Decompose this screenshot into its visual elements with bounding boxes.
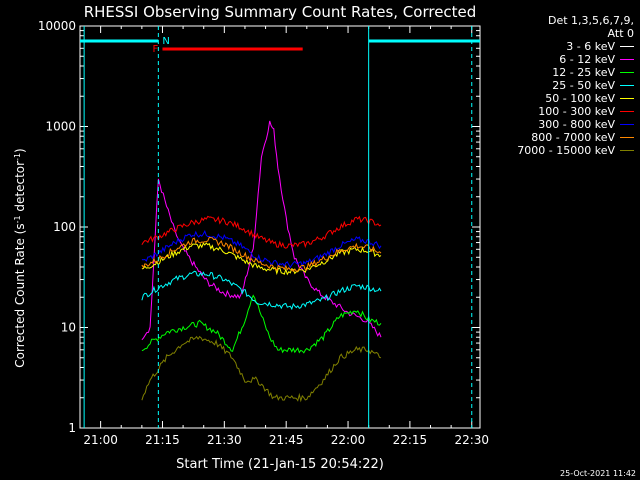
y-tick-label: 100 <box>53 220 76 234</box>
x-axis-label: Start Time (21-Jan-15 20:54:22) <box>176 457 384 472</box>
legend-entry-label: 100 - 300 keV <box>538 105 615 118</box>
legend: Det 1,3,5,6,7,9, Att 0 3 - 6 keV 6 - 12 k… <box>484 14 634 157</box>
y-tick-label: 1 <box>68 421 76 435</box>
x-tick-label: 21:45 <box>269 433 304 447</box>
night-flag-label: N <box>162 36 169 47</box>
series-lines <box>141 120 382 403</box>
legend-entry-label: 25 - 50 keV <box>552 79 615 92</box>
series-line <box>141 147 382 398</box>
x-tick-label: 22:15 <box>393 433 428 447</box>
plot-border <box>79 25 481 429</box>
legend-swatch <box>620 72 634 73</box>
y-tick-labels: 1 10 100 1000 10000 <box>38 19 76 435</box>
flare-flag-label: F <box>152 44 158 55</box>
x-tick-labels: 21:00 21:15 21:30 21:45 22:00 22:15 22:30 <box>83 433 489 447</box>
legend-header-attenuator: Att 0 <box>607 27 634 40</box>
legend-entry-label: 50 - 100 keV <box>545 92 615 105</box>
x-tick-label: 21:15 <box>145 433 180 447</box>
x-tick-label: 21:30 <box>207 433 242 447</box>
x-tick-label: 22:00 <box>331 433 366 447</box>
legend-swatch <box>620 137 634 138</box>
series-line <box>141 242 382 276</box>
series-line <box>141 335 382 403</box>
legend-entry: 7000 - 15000 keV <box>484 144 634 157</box>
footer-date: 25-Oct-2021 11:42 <box>560 469 636 478</box>
axis-ticks <box>79 25 480 429</box>
chart-title: RHESSI Observing Summary Count Rates, Co… <box>84 3 477 21</box>
legend-header-detectors: Det 1,3,5,6,7,9, <box>547 14 634 27</box>
legend-entry: 50 - 100 keV <box>484 92 634 105</box>
series-line <box>141 215 382 249</box>
legend-entry-label: 300 - 800 keV <box>538 118 615 131</box>
legend-entry-label: 7000 - 15000 keV <box>517 144 615 157</box>
x-tick-label: 22:30 <box>454 433 489 447</box>
y-tick-label: 1000 <box>45 120 76 134</box>
legend-entry: 3 - 6 keV <box>484 40 634 53</box>
series-line <box>141 236 382 272</box>
legend-entry: 6 - 12 keV <box>484 53 634 66</box>
legend-entry: 12 - 25 keV <box>484 66 634 79</box>
y-tick-label: 10 <box>61 321 76 335</box>
legend-swatch <box>620 46 634 47</box>
y-tick-label: 10000 <box>38 19 76 33</box>
legend-entry: 25 - 50 keV <box>484 79 634 92</box>
legend-swatch <box>620 124 634 125</box>
legend-swatch <box>620 150 634 151</box>
series-line <box>141 229 382 269</box>
series-line <box>141 270 382 311</box>
legend-entry: 100 - 300 keV <box>484 105 634 118</box>
legend-entry-label: 800 - 7000 keV <box>531 131 615 144</box>
legend-entry-label: 6 - 12 keV <box>559 53 615 66</box>
legend-swatch <box>620 98 634 99</box>
legend-entry-label: 3 - 6 keV <box>566 40 615 53</box>
x-tick-label: 21:00 <box>83 433 118 447</box>
legend-entry: 300 - 800 keV <box>484 118 634 131</box>
series-line <box>141 120 382 341</box>
legend-swatch <box>620 111 634 112</box>
legend-swatch <box>620 85 634 86</box>
legend-entry-label: 12 - 25 keV <box>552 66 615 79</box>
legend-swatch <box>620 59 634 60</box>
legend-entry: 800 - 7000 keV <box>484 131 634 144</box>
series-line <box>141 294 382 354</box>
plot-frame <box>79 25 481 429</box>
y-axis-label: Corrected Count Rate (s-1 detector-1) <box>13 148 28 367</box>
flag-lines: FN <box>80 26 480 428</box>
